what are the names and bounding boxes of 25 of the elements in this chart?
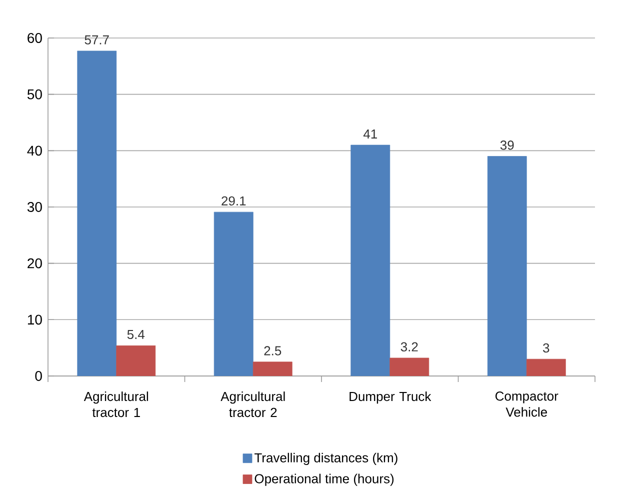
x-tick-label: Agricultural tractor 2 [220, 392, 285, 418]
x-tick-label: Agricultural tractor 1 [84, 392, 148, 418]
data-label: 5.4 [127, 330, 145, 340]
bar [390, 358, 430, 376]
y-tick-label: 40 [27, 146, 42, 156]
data-label: 41 [363, 130, 377, 138]
y-tick-label: 10 [28, 314, 42, 325]
y-tick-label: 0 [35, 371, 42, 381]
data-label: 3 [543, 343, 550, 353]
legend-label: Travelling distances (km) [254, 452, 398, 465]
data-label: 57.7 [84, 35, 109, 44]
data-label: 29.1 [222, 196, 246, 206]
data-label: 39 [500, 140, 514, 150]
x-tick-label: Dumper Truck [350, 392, 432, 404]
legend-label: Operational time (hours) [254, 474, 394, 486]
x-tick-label: Compactor Vehicle [495, 392, 558, 417]
y-tick-label: 30 [27, 202, 42, 212]
bar [116, 345, 156, 376]
y-tick-label: 20 [28, 258, 42, 268]
bar [252, 362, 292, 376]
data-label: 3.2 [400, 342, 418, 352]
bar [526, 358, 566, 376]
y-tick-label: 60 [28, 33, 42, 43]
y-tick-label: 50 [27, 89, 42, 100]
data-label: 2.5 [264, 346, 282, 356]
